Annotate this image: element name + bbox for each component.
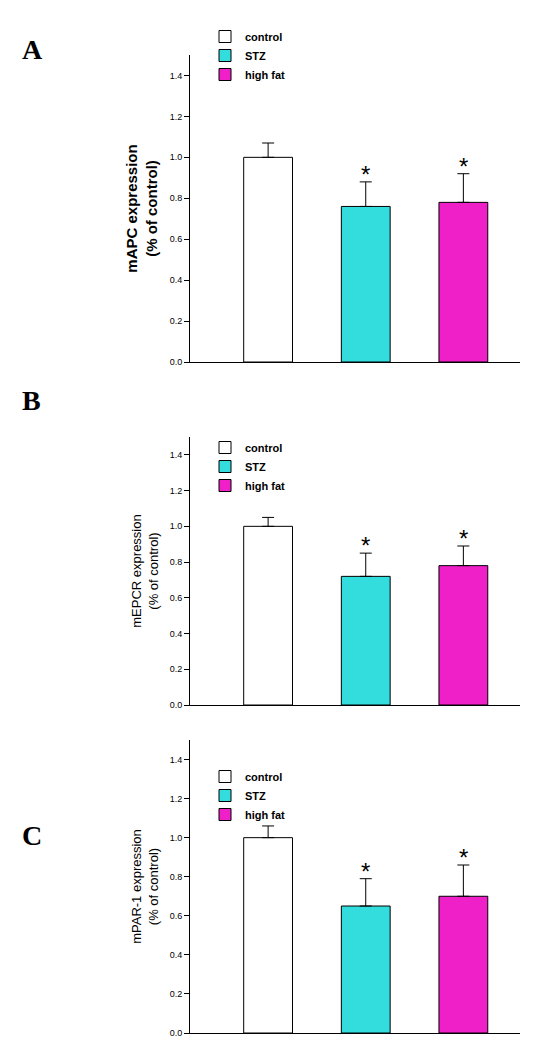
svg-text:0.4: 0.4 — [170, 950, 183, 960]
svg-text:STZ: STZ — [245, 461, 266, 473]
svg-text:0.8: 0.8 — [170, 193, 183, 203]
svg-text:*: * — [361, 161, 370, 188]
svg-text:STZ: STZ — [245, 50, 266, 62]
svg-text:0.0: 0.0 — [170, 357, 183, 367]
svg-text:0.6: 0.6 — [170, 593, 183, 603]
svg-text:control: control — [245, 31, 282, 43]
svg-text:*: * — [459, 844, 468, 871]
svg-text:1.4: 1.4 — [170, 755, 183, 765]
svg-text:0.8: 0.8 — [170, 557, 183, 567]
svg-text:A: A — [22, 34, 43, 65]
svg-text:high fat: high fat — [245, 69, 285, 81]
svg-text:*: * — [459, 153, 468, 180]
svg-text:control: control — [245, 442, 282, 454]
svg-text:1.4: 1.4 — [170, 71, 183, 81]
svg-text:high fat: high fat — [245, 480, 285, 492]
svg-text:1.2: 1.2 — [170, 794, 183, 804]
svg-text:1.2: 1.2 — [170, 112, 183, 122]
svg-text:1.0: 1.0 — [170, 833, 183, 843]
svg-text:0.6: 0.6 — [170, 234, 183, 244]
svg-text:control: control — [245, 771, 282, 783]
svg-text:mAPC expression(% of control): mAPC expression(% of control) — [123, 144, 160, 272]
svg-text:1.4: 1.4 — [170, 450, 183, 460]
svg-text:mEPCR expression(% of control): mEPCR expression(% of control) — [129, 514, 161, 627]
svg-text:0.4: 0.4 — [170, 275, 183, 285]
svg-text:1.2: 1.2 — [170, 486, 183, 496]
svg-text:0.0: 0.0 — [170, 700, 183, 710]
svg-text:0.6: 0.6 — [170, 911, 183, 921]
svg-text:1.0: 1.0 — [170, 521, 183, 531]
svg-text:B: B — [22, 385, 41, 416]
svg-text:1.0: 1.0 — [170, 152, 183, 162]
svg-text:0.2: 0.2 — [170, 316, 183, 326]
svg-text:mPAR-1 expression(% of control: mPAR-1 expression(% of control) — [129, 829, 161, 944]
svg-text:high fat: high fat — [245, 809, 285, 821]
svg-text:0.2: 0.2 — [170, 664, 183, 674]
svg-text:*: * — [361, 532, 370, 559]
svg-text:0.4: 0.4 — [170, 629, 183, 639]
svg-text:0.2: 0.2 — [170, 989, 183, 999]
svg-text:0.0: 0.0 — [170, 1028, 183, 1038]
svg-text:*: * — [459, 525, 468, 552]
svg-text:C: C — [22, 820, 42, 851]
svg-text:*: * — [361, 858, 370, 885]
svg-text:STZ: STZ — [245, 790, 266, 802]
svg-text:0.8: 0.8 — [170, 872, 183, 882]
